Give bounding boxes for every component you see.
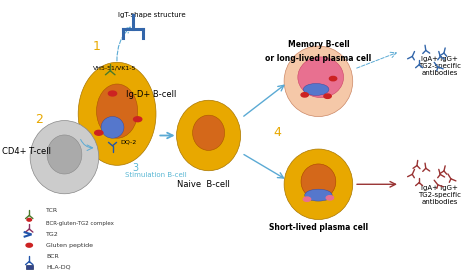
Text: 2: 2 [36,113,43,126]
Ellipse shape [47,135,82,174]
Text: HLA-DQ: HLA-DQ [46,264,71,269]
Text: Ig-D+ B-cell: Ig-D+ B-cell [126,90,177,99]
Ellipse shape [30,121,99,194]
Ellipse shape [303,83,329,95]
Circle shape [324,94,331,98]
Text: 4: 4 [273,126,281,139]
Text: Naive  B-cell: Naive B-cell [177,180,229,189]
Circle shape [303,197,310,201]
Text: 3: 3 [132,163,138,173]
Text: Stimulation B-cell: Stimulation B-cell [125,172,187,178]
Circle shape [109,91,117,96]
Ellipse shape [101,117,124,138]
Text: TCR: TCR [46,208,58,212]
Ellipse shape [192,115,225,150]
Text: IgA+ IgG+
TG2-specific
antibodies: IgA+ IgG+ TG2-specific antibodies [418,185,461,205]
Ellipse shape [97,84,137,138]
Ellipse shape [298,57,344,98]
Text: VH5-51/VK1-5: VH5-51/VK1-5 [93,65,137,70]
Circle shape [95,130,103,135]
Ellipse shape [177,100,241,171]
Text: IgT-shape structure: IgT-shape structure [118,12,185,18]
Text: IgA+ IgG+
TG2-specific
antibodies: IgA+ IgG+ TG2-specific antibodies [418,56,461,76]
Circle shape [27,218,31,221]
Text: or long-lived plasma cell: or long-lived plasma cell [265,54,372,63]
Text: Short-lived plasma cell: Short-lived plasma cell [269,223,368,232]
Text: Memory B-cell: Memory B-cell [288,40,349,49]
Text: BCR: BCR [46,254,59,259]
Circle shape [326,196,334,200]
Ellipse shape [284,149,353,220]
Text: 1: 1 [92,40,100,53]
Ellipse shape [305,189,332,201]
Ellipse shape [301,164,336,199]
Text: CD4+ T-cell: CD4+ T-cell [2,147,51,156]
Circle shape [301,93,309,97]
Text: TG2: TG2 [46,232,59,237]
Circle shape [26,243,32,247]
Text: DQ-2: DQ-2 [120,140,137,145]
Circle shape [134,117,142,122]
Ellipse shape [78,62,156,165]
Ellipse shape [284,46,353,117]
Bar [26,265,33,269]
Text: Gluten peptide: Gluten peptide [46,243,93,248]
Circle shape [329,76,337,81]
Text: BCR-gluten-TG2 complex: BCR-gluten-TG2 complex [46,221,114,226]
